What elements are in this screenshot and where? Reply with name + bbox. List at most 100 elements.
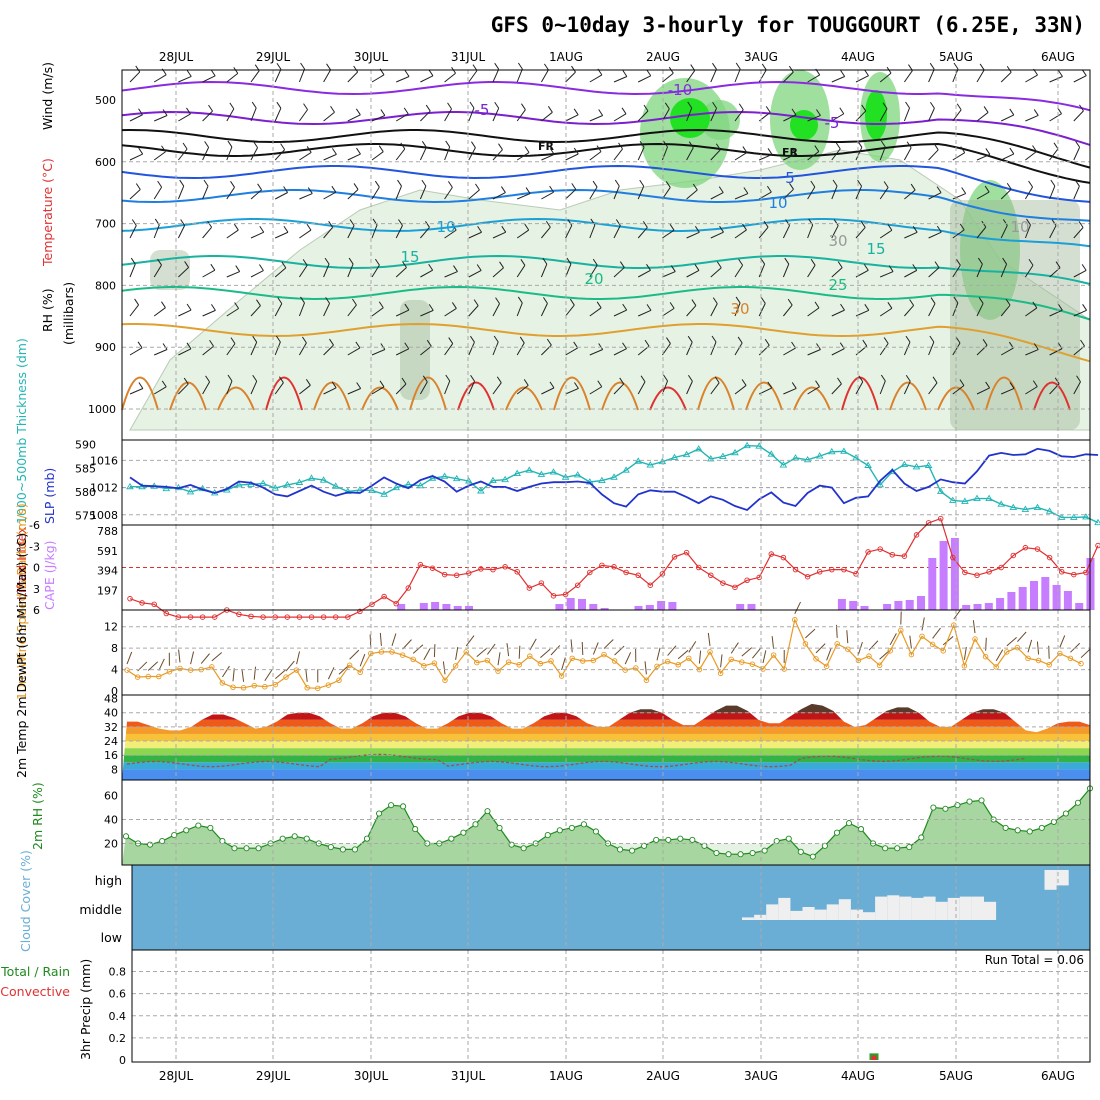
upper-wind-barb (783, 304, 793, 317)
upper-wind-barb (129, 153, 143, 161)
upper-wind-barb (1000, 153, 1015, 161)
lifted-index-axis-label: Lifted Index (14, 526, 29, 600)
wind-speed-point (463, 649, 469, 655)
upper-wind-barb (468, 231, 482, 239)
upper-wind-barb-flag (380, 109, 386, 116)
upper-wind-barb (928, 68, 935, 83)
upper-wind-barb (734, 152, 748, 161)
wind-speed-point (431, 660, 438, 666)
lifted-index-point (998, 564, 1004, 571)
upper-wind-barb-flag (229, 102, 235, 110)
rh-point (556, 827, 563, 834)
cape-bar (600, 608, 609, 610)
instability-panel: -6 -3 0 3 6 788 591 394 197 (29, 515, 1100, 620)
upper-wind-barb (468, 381, 476, 395)
upper-wind-barb (879, 343, 889, 356)
date-label-bottom: 4AUG (841, 1069, 875, 1083)
upper-wind-barb-flag (519, 336, 525, 344)
slp-series-line (129, 447, 1099, 512)
panel-frame (121, 439, 1091, 526)
rh-point (882, 845, 889, 852)
upper-wind-barb (468, 341, 475, 356)
temp-color-band (122, 703, 1090, 713)
upper-wind-barb (516, 68, 523, 83)
cape-bar (397, 604, 406, 610)
rh-peak-region (790, 110, 818, 140)
wind-speed-point (548, 658, 554, 664)
upper-wind-barb-flag (932, 376, 938, 384)
wind-barb (909, 635, 912, 649)
upper-wind-barb (516, 384, 529, 395)
upper-wind-barb (759, 153, 773, 161)
wind-speed-point (1035, 657, 1042, 664)
temperature-axis-label: Temperature (°C) (40, 158, 55, 267)
upper-wind-barb-flag (162, 343, 168, 350)
upper-wind-barb-flag (549, 148, 555, 155)
thickness-point (610, 473, 618, 480)
wind-barb (338, 665, 349, 675)
lifted-index-point (550, 593, 557, 599)
lifted-index-point (199, 614, 206, 620)
upper-wind-barb (1073, 110, 1084, 122)
upper-wind-barb (468, 147, 476, 161)
cloud-mid-bar (923, 896, 936, 920)
upper-wind-barb-flag (134, 298, 139, 306)
upper-wind-barb (371, 349, 386, 356)
upper-wind-barb-flag (810, 258, 816, 266)
upper-wind-barb (1000, 71, 1012, 83)
upper-wind-barb (758, 69, 767, 83)
upper-wind-barb (565, 304, 575, 317)
upper-wind-barb-flag (543, 63, 549, 71)
wind-speed-point (240, 685, 247, 691)
upper-wind-barb-flag (592, 258, 598, 266)
lifted-index-point (732, 584, 738, 591)
upper-wind-barb-flag (694, 264, 700, 271)
upper-wind-barb-flag (646, 304, 652, 311)
upper-wind-barb-flag (445, 140, 451, 148)
upper-wind-barb (903, 107, 911, 122)
upper-wind-barb-flag (331, 185, 337, 193)
upper-wind-barb (976, 303, 984, 317)
cape-bar (1041, 577, 1050, 610)
warm-isotherm-loop (649, 386, 687, 411)
upper-wind-barb (589, 74, 603, 83)
wind-speed-point (442, 677, 448, 684)
upper-wind-barb-flag (664, 102, 670, 110)
rh-point (797, 848, 804, 855)
cloud-mid-bar (875, 896, 888, 920)
upper-wind-barb-flag (1054, 377, 1060, 385)
upper-wind-barb (613, 113, 627, 122)
upper-wind-barb-flag (936, 186, 942, 193)
upper-wind-barb (879, 307, 893, 317)
lifted-index-point (211, 614, 218, 620)
wind-barb (518, 645, 521, 659)
upper-wind-barb-flag (596, 301, 602, 309)
upper-wind-barb-flag (209, 340, 214, 347)
upper-wind-barb-flag (912, 264, 918, 271)
wind-speed-point (707, 649, 713, 655)
upper-wind-barb (371, 386, 385, 395)
upper-wind-barb (516, 265, 526, 278)
date-label-bottom: 6AUG (1041, 1069, 1075, 1083)
upper-wind-barb (323, 344, 334, 356)
wind-barb (232, 668, 235, 682)
upper-wind-barb (686, 341, 693, 356)
upper-wind-barb-flag (403, 107, 409, 115)
upper-wind-barb-flag (1028, 180, 1033, 188)
upper-wind-barb (202, 309, 216, 317)
cloud-high-bar (1056, 870, 1069, 886)
upper-wind-barb (1073, 381, 1081, 395)
wind-barb (1006, 636, 1017, 647)
upper-wind-barb-flag (982, 339, 988, 346)
upper-wind-barb-flag (840, 303, 845, 311)
cape-bar (939, 541, 948, 610)
upper-wind-barb-flag (374, 258, 380, 266)
lifted-index-point (853, 571, 859, 577)
upper-wind-barb-flag (835, 142, 841, 150)
rh-point (966, 798, 973, 805)
rh-point (725, 851, 732, 858)
upper-wind-barb (468, 305, 479, 317)
cape-bar (837, 599, 846, 610)
